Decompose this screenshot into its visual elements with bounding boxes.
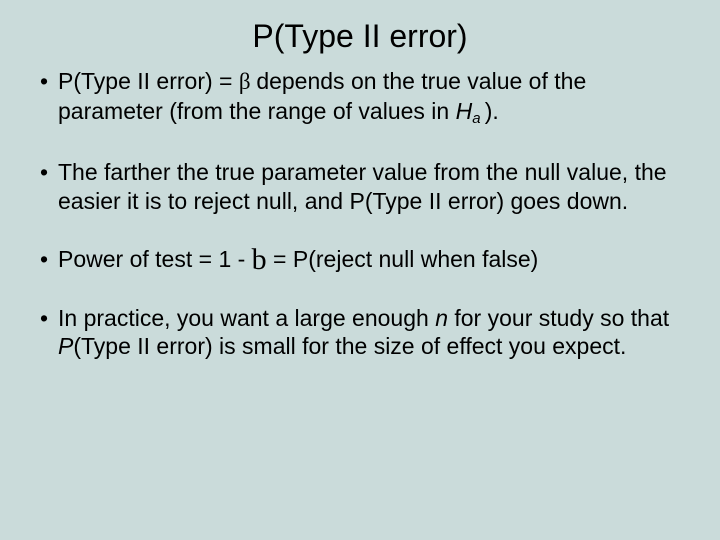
- bullet-text: The farther the true parameter value fro…: [58, 159, 667, 214]
- bullet-item: In practice, you want a large enough n f…: [40, 304, 692, 361]
- bullet-text: for your study so that: [448, 305, 669, 331]
- bullet-text: P(Type II error) =: [58, 68, 239, 94]
- p-symbol: P: [58, 333, 73, 359]
- bullet-text: = P(reject null when false): [267, 246, 539, 272]
- beta-symbol: β: [239, 69, 256, 94]
- bullet-item: The farther the true parameter value fro…: [40, 158, 692, 215]
- slide-title: P(Type II error): [0, 0, 720, 67]
- bullet-text: ).: [485, 98, 499, 124]
- n-symbol: n: [435, 305, 448, 331]
- slide-content: P(Type II error) = β depends on the true…: [0, 67, 720, 361]
- beta-symbol: b: [252, 243, 267, 276]
- bullet-item: Power of test = 1 - b = P(reject null wh…: [40, 245, 692, 274]
- bullet-text: (Type II error) is small for the size of…: [73, 333, 626, 359]
- h-symbol: H: [456, 98, 473, 124]
- bullet-item: P(Type II error) = β depends on the true…: [40, 67, 692, 128]
- bullet-list: P(Type II error) = β depends on the true…: [40, 67, 692, 361]
- bullet-text: In practice, you want a large enough: [58, 305, 435, 331]
- subscript-a: a: [472, 110, 485, 127]
- bullet-text: Power of test = 1 -: [58, 246, 252, 272]
